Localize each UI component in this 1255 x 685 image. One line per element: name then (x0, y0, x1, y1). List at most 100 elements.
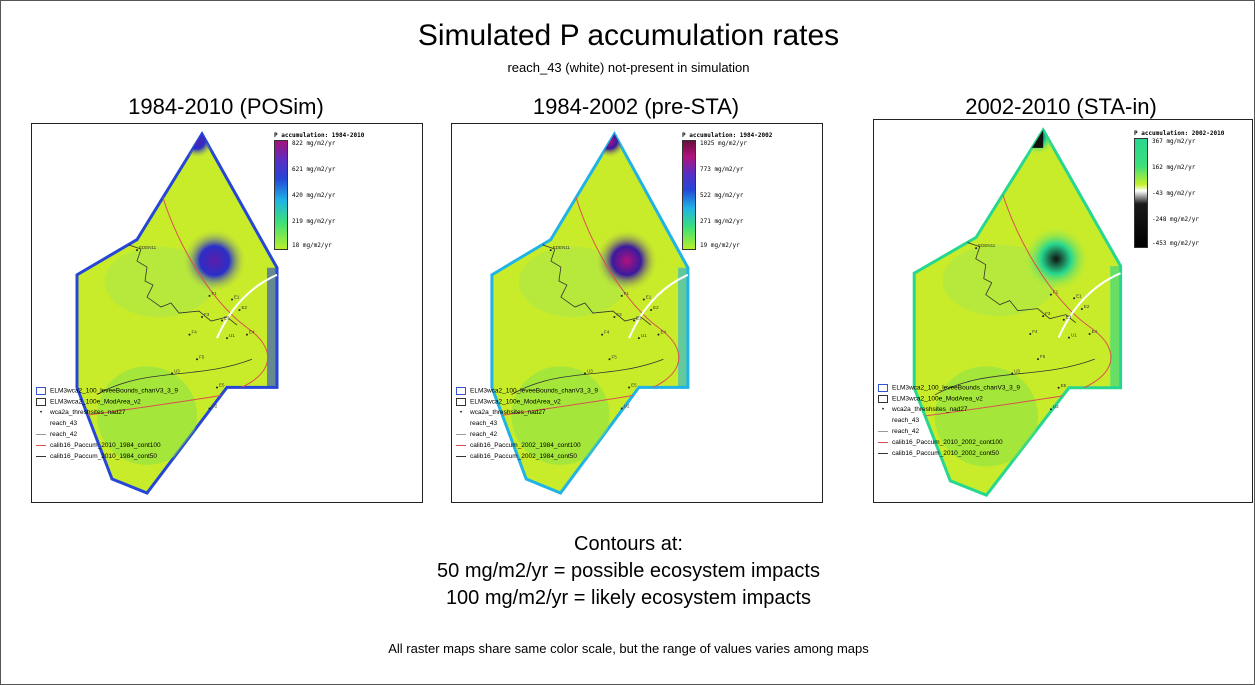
site-label: E3 (1066, 315, 1072, 320)
site-marker (620, 407, 623, 410)
site-label: E5 (1061, 383, 1067, 388)
contour-100 (996, 172, 1112, 396)
layer-item: wca2a_threshsites_nad27 (456, 409, 598, 420)
raster-map-1: EDEN11 E1 F1 E2 F3 E3 F4 U1 E4 F5 E5 U3 U2 (75, 131, 279, 495)
site-marker (188, 333, 191, 336)
site-label: EDEN11 (553, 245, 571, 250)
layer-item: ELM3wca2_100e_ModArea_v2 (456, 398, 598, 409)
site-label: E2 (653, 305, 659, 310)
legend-title-2: P accumulation: 1984-2002 (682, 132, 773, 139)
layer-item: ELM3wca2_100e_ModArea_v2 (36, 398, 178, 409)
site-marker (642, 298, 645, 301)
site-marker (628, 386, 631, 389)
layer-item: ELM3wca2_100_leveeBounds_chanV3_3_9 (456, 387, 598, 398)
site-label: E5 (631, 382, 637, 387)
site-marker (1049, 293, 1052, 296)
site-label: E3 (636, 316, 642, 321)
inflow-hotspot (182, 228, 247, 294)
site-marker (1057, 386, 1060, 389)
legend-tick: 1025 mg/m2/yr (700, 140, 747, 147)
site-marker (136, 249, 138, 252)
site-marker (1029, 333, 1032, 336)
site-marker (1049, 408, 1052, 411)
contours-line-50: 50 mg/m2/yr = possible ecosystem impacts (437, 560, 820, 582)
layer-item: calib16_Paccum_2010_2002_cont100 (878, 439, 1020, 450)
site-marker (1042, 315, 1045, 318)
site-label: U2 (624, 404, 630, 409)
color-bar-2 (682, 140, 696, 250)
layer-item: wca2a_threshsites_nad27 (36, 409, 178, 420)
legend-tick: 162 mg/m2/yr (1152, 164, 1196, 171)
site-label: E3 (224, 316, 230, 321)
site-label: E5 (219, 382, 225, 387)
legend-tick: -248 mg/m2/yr (1152, 216, 1199, 223)
site-marker (216, 386, 218, 389)
layer-item: calib16_Paccum_2002_1984_cont100 (456, 442, 598, 453)
reach-43 (628, 273, 689, 339)
site-marker (584, 372, 586, 375)
site-marker (975, 247, 978, 250)
site-marker (208, 294, 211, 297)
site-label: EDEN11 (139, 245, 157, 250)
layer-item: calib16_Paccum_2010_1984_cont100 (36, 442, 178, 453)
footnote: All raster maps share same color scale, … (388, 641, 869, 656)
site-label: F4 (1032, 329, 1038, 334)
layer-list-1: ELM3wca2_100_leveeBounds_chanV3_3_9 ELM3… (36, 387, 178, 464)
site-label: F1 (624, 291, 630, 296)
site-label: F5 (1040, 354, 1046, 359)
site-marker (633, 319, 635, 322)
site-marker (226, 337, 228, 340)
site-marker (657, 333, 660, 336)
site-label: U1 (1071, 333, 1077, 338)
site-marker (1080, 308, 1083, 310)
site-marker (196, 358, 198, 361)
inflow-hotspot (1022, 225, 1090, 293)
layer-item: ELM3wca2_100e_ModArea_v2 (878, 395, 1020, 406)
site-label: E1 (1076, 293, 1082, 298)
site-marker (208, 407, 211, 410)
contours-line-100: 100 mg/m2/yr = likely ecosystem impacts (445, 587, 812, 609)
legend-tick: -43 mg/m2/yr (1152, 190, 1196, 197)
legend-tick: 522 mg/m2/yr (700, 192, 744, 199)
legend-tick: 621 mg/m2/yr (292, 166, 336, 173)
site-label: F3 (616, 312, 622, 317)
panel-heading-1: 1984-2010 (POSim) (128, 94, 324, 119)
site-label: U3 (1014, 368, 1020, 373)
map-panel-1: EDEN11 E1 F1 E2 F3 E3 F4 U1 E4 F5 E5 U3 U2 P accumul… (31, 123, 423, 503)
site-marker (1037, 358, 1039, 361)
site-marker (608, 358, 611, 361)
site-label: E2 (242, 305, 248, 310)
site-label: F1 (1053, 290, 1059, 295)
site-label: U2 (1053, 404, 1059, 409)
raster-map-3: EDEN11 E1 F1 E2 F3 E3 F4 U1 E4 F5 E5 U3 U2 (912, 127, 1123, 498)
layer-item: calib16_Paccum_2010_1984_cont50 (36, 453, 178, 464)
reach-43 (1057, 272, 1121, 339)
contour-100 (569, 176, 680, 395)
site-label: E2 (1084, 304, 1090, 309)
map-panel-3: EDEN11 E1 F1 E2 F3 E3 F4 U1 E4 F5 E5 U3 U2 P accumul… (873, 119, 1253, 503)
site-label: U3 (587, 368, 593, 373)
inflow-hotspot (594, 228, 659, 293)
legend-tick: 219 mg/m2/yr (292, 218, 336, 225)
contour-50 (126, 228, 238, 326)
site-marker (1073, 297, 1076, 300)
layer-item: reach_42 (36, 431, 178, 442)
raster-map-2: EDEN11 E1 F1 E2 F3 E3 F4 U1 E4 F5 E5 U3 U2 (490, 130, 690, 495)
reach-43 (216, 273, 278, 339)
contour-notes: Contours at: 50 mg/m2/yr = possible ecos… (1, 531, 1255, 612)
site-label: F1 (212, 291, 218, 296)
layer-item: reach_43 (892, 417, 920, 425)
site-label: F3 (1045, 311, 1051, 316)
legend-tick: 420 mg/m2/yr (292, 192, 336, 199)
layer-list-3: ELM3wca2_100_leveeBounds_chanV3_3_9 ELM3… (878, 384, 1020, 461)
layer-item: calib16_Paccum_2002_1984_cont50 (456, 453, 598, 464)
legend-title-3: P accumulation: 2002-2010 (1134, 130, 1225, 137)
slide-title: Simulated P accumulation rates (417, 19, 840, 52)
site-marker (650, 309, 653, 311)
site-label: U3 (174, 368, 180, 373)
contours-heading: Contours at: (574, 533, 683, 555)
layer-list-2: ELM3wca2_100_leveeBounds_chanV3_3_9 ELM3… (456, 387, 598, 464)
site-marker (201, 316, 203, 319)
contour-100 (499, 393, 639, 417)
contour-50 (934, 358, 1095, 396)
